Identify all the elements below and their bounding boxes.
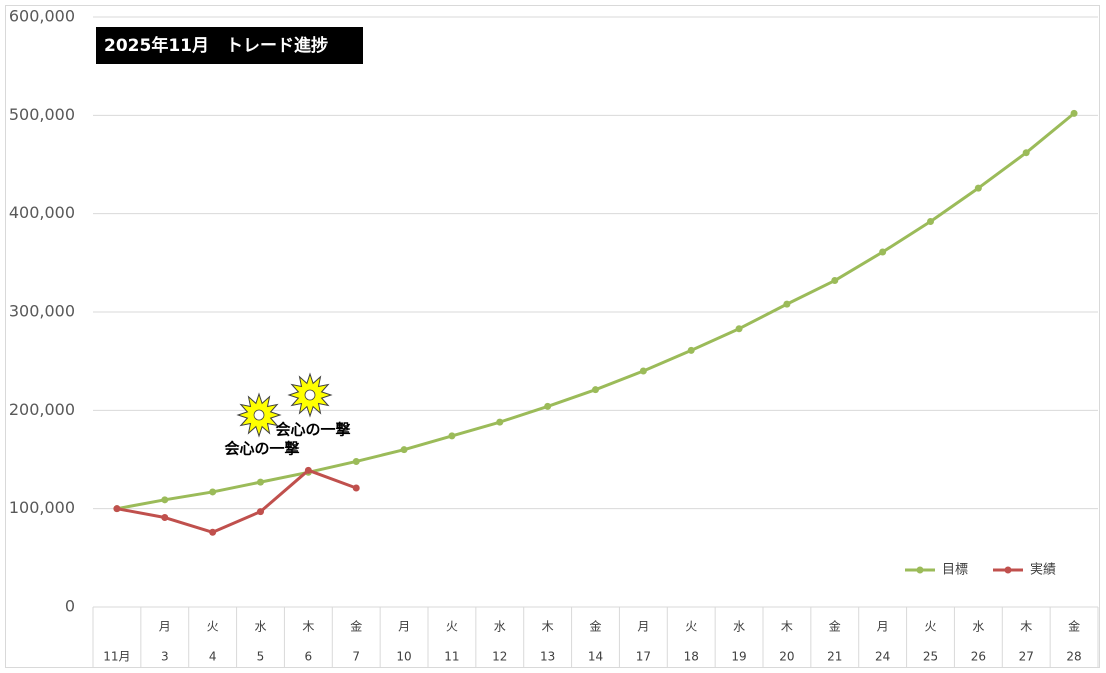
data-point (687, 346, 695, 354)
weekday-label: 火 (446, 620, 458, 634)
data-point (161, 514, 169, 522)
x-tick-label: 14 (588, 650, 603, 664)
data-point (209, 488, 217, 496)
x-tick-label: 11月 (103, 650, 130, 664)
y-tick-label: 200,000 (9, 400, 75, 419)
x-tick-label: 27 (1019, 650, 1034, 664)
data-point (304, 466, 312, 474)
weekday-label: 月 (398, 620, 410, 634)
y-tick-label: 100,000 (9, 498, 75, 517)
data-point (448, 432, 456, 440)
data-point (927, 218, 934, 226)
x-tick-label: 17 (636, 650, 651, 664)
chart-title: 2025年11月 トレード進捗 (104, 35, 328, 56)
y-tick-label: 400,000 (9, 203, 75, 222)
x-tick-label: 7 (352, 650, 360, 664)
x-tick-label: 26 (971, 650, 986, 664)
x-tick-label: 18 (684, 650, 699, 664)
weekday-label: 金 (1068, 619, 1080, 634)
x-tick-label: 10 (396, 650, 411, 664)
y-tick-label: 500,000 (9, 105, 75, 124)
data-point (352, 484, 360, 492)
y-tick-label: 0 (65, 597, 75, 616)
data-point (1070, 109, 1078, 117)
weekday-label: 水 (972, 620, 984, 634)
weekday-label: 水 (494, 620, 506, 634)
x-tick-label: 20 (779, 650, 794, 664)
legend-marker (916, 566, 924, 574)
data-point (496, 418, 504, 426)
x-tick-label: 11 (444, 650, 459, 664)
x-tick-label: 4 (209, 650, 217, 664)
x-tick-label: 21 (827, 650, 842, 664)
y-tick-label: 600,000 (9, 7, 75, 26)
data-point (879, 248, 887, 256)
annotation: 会心の一撃 (224, 440, 299, 458)
data-point (113, 505, 121, 513)
data-point (544, 402, 552, 410)
data-point (400, 446, 408, 454)
series-line (116, 468, 357, 534)
data-point (352, 457, 360, 465)
data-point (783, 300, 791, 308)
x-tick-label: 24 (875, 650, 890, 664)
weekday-label: 木 (302, 620, 314, 634)
x-tick-label: 25 (923, 650, 938, 664)
weekday-label: 水 (733, 620, 745, 634)
data-point (639, 367, 647, 375)
weekday-label: 木 (542, 620, 554, 634)
data-point (592, 386, 599, 394)
x-tick-label: 6 (305, 650, 313, 664)
legend-label: 目標 (942, 563, 968, 578)
weekday-label: 水 (254, 620, 266, 634)
data-point (209, 528, 217, 536)
data-point (974, 184, 982, 192)
data-point (1022, 149, 1030, 157)
weekday-label: 火 (685, 620, 697, 634)
chart-border (5, 5, 1100, 668)
y-tick-label: 300,000 (9, 302, 75, 321)
data-point (161, 496, 169, 504)
x-tick-label: 13 (540, 650, 555, 664)
weekday-label: 月 (159, 620, 171, 634)
starburst-center (253, 409, 265, 421)
x-tick-label: 12 (492, 650, 507, 664)
x-tick-label: 3 (161, 650, 169, 664)
weekday-label: 月 (637, 620, 649, 634)
starburst-center (304, 389, 316, 401)
data-point (831, 277, 839, 285)
weekday-label: 木 (1020, 620, 1032, 634)
x-tick-label: 28 (1066, 650, 1081, 664)
annotation: 会心の一撃 (275, 421, 350, 439)
legend-label: 実績 (1030, 562, 1056, 578)
weekday-label: 金 (829, 619, 841, 634)
weekday-label: 金 (589, 619, 601, 634)
weekday-label: 月 (877, 620, 889, 634)
data-point (257, 478, 264, 486)
x-tick-label: 19 (731, 650, 746, 664)
title-box (96, 27, 363, 64)
data-point (735, 325, 743, 333)
weekday-label: 火 (207, 620, 219, 634)
weekday-label: 金 (350, 619, 362, 634)
x-tick-label: 5 (257, 650, 265, 664)
weekday-label: 火 (924, 620, 936, 634)
legend-marker (1004, 566, 1012, 574)
weekday-label: 木 (781, 620, 793, 634)
data-point (257, 508, 264, 516)
